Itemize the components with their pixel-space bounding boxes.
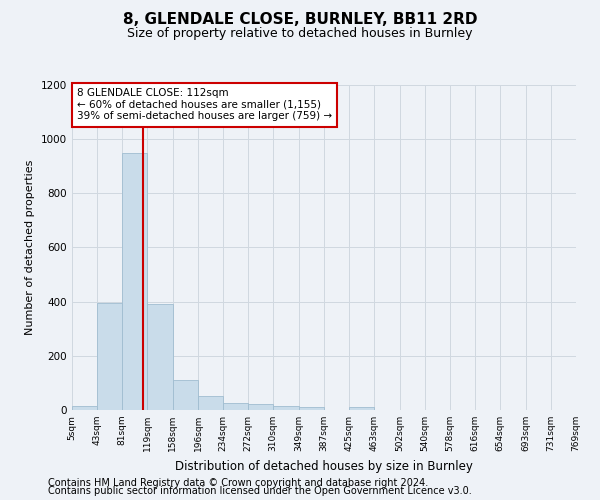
X-axis label: Distribution of detached houses by size in Burnley: Distribution of detached houses by size … <box>175 460 473 472</box>
Bar <box>299 407 324 410</box>
Bar <box>349 407 374 410</box>
Text: 8 GLENDALE CLOSE: 112sqm
← 60% of detached houses are smaller (1,155)
39% of sem: 8 GLENDALE CLOSE: 112sqm ← 60% of detach… <box>77 88 332 122</box>
Bar <box>248 404 273 410</box>
Bar <box>122 152 147 410</box>
Y-axis label: Number of detached properties: Number of detached properties <box>25 160 35 335</box>
Text: Contains HM Land Registry data © Crown copyright and database right 2024.: Contains HM Land Registry data © Crown c… <box>48 478 428 488</box>
Bar <box>173 380 198 410</box>
Text: Size of property relative to detached houses in Burnley: Size of property relative to detached ho… <box>127 28 473 40</box>
Bar <box>273 406 299 410</box>
Text: Contains public sector information licensed under the Open Government Licence v3: Contains public sector information licen… <box>48 486 472 496</box>
Bar <box>72 406 97 410</box>
Text: 8, GLENDALE CLOSE, BURNLEY, BB11 2RD: 8, GLENDALE CLOSE, BURNLEY, BB11 2RD <box>123 12 477 28</box>
Bar <box>147 304 173 410</box>
Bar <box>223 403 248 410</box>
Bar <box>198 396 223 410</box>
Bar <box>97 303 122 410</box>
